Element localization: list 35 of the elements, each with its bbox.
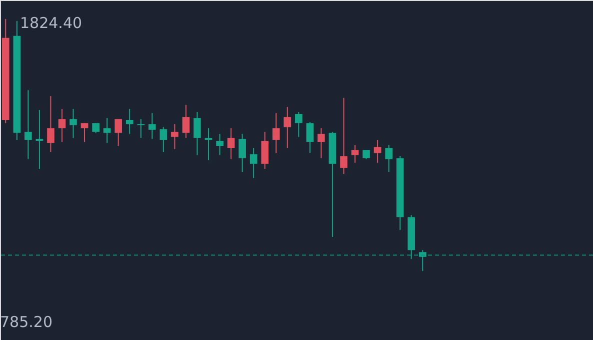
candlestick <box>351 144 359 164</box>
candlestick <box>204 128 212 161</box>
candlestick <box>294 111 302 138</box>
candlestick <box>340 97 348 174</box>
candlestick <box>272 112 280 154</box>
candlestick <box>114 118 122 147</box>
candlestick <box>238 133 246 172</box>
candlestick <box>318 128 325 159</box>
candlestick <box>103 118 111 144</box>
candlestick <box>182 104 190 138</box>
candlestick <box>171 124 178 150</box>
candlestick <box>160 126 168 153</box>
candlestick <box>80 122 88 142</box>
candlestick <box>194 111 201 156</box>
candlestick <box>58 108 66 142</box>
candlestick <box>70 108 77 138</box>
candlestick <box>362 150 370 160</box>
candlestick <box>126 108 134 134</box>
candlestick <box>137 118 145 138</box>
candlestick <box>374 139 382 164</box>
annotation: 1824.40 <box>20 14 82 32</box>
candlestick <box>36 109 44 170</box>
candlestick <box>418 250 426 272</box>
candlestick <box>24 90 32 160</box>
candlestick <box>284 106 292 149</box>
candlestick <box>47 96 54 153</box>
candlestick <box>306 122 314 154</box>
candlestick <box>227 128 235 160</box>
candlestick <box>216 133 224 156</box>
candlestick <box>148 112 156 140</box>
candlestick <box>92 122 100 134</box>
candlestick <box>250 148 258 179</box>
candlestick <box>385 144 392 172</box>
candlestick <box>261 131 269 170</box>
text: 785.20 <box>0 313 52 331</box>
